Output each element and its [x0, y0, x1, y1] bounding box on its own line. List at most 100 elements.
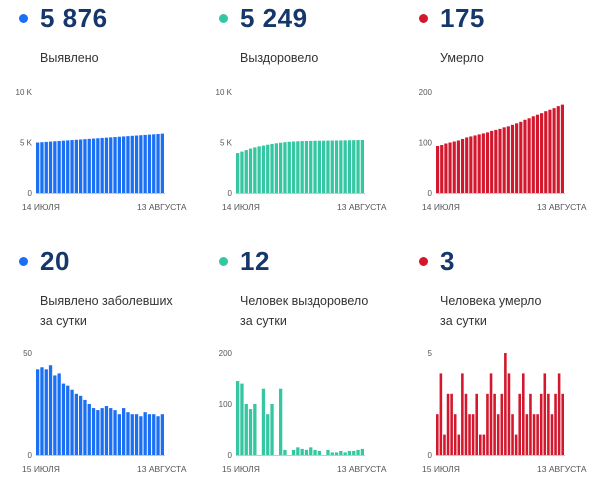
bar-chart: 0 5 K 10 K 14 ИЮЛЯ 13 АВГУСТА: [216, 88, 387, 212]
bar: [253, 404, 257, 455]
bar: [330, 452, 334, 455]
bar: [356, 140, 360, 193]
bar: [113, 410, 117, 455]
x-tick-label-start: 14 ИЮЛЯ: [22, 202, 60, 212]
bar: [453, 414, 457, 455]
bar: [557, 373, 561, 455]
bar: [515, 123, 519, 193]
bar: [352, 140, 356, 193]
bar: [309, 140, 313, 193]
y-tick-label: 5 K: [20, 139, 33, 148]
bar: [450, 393, 453, 455]
bar: [468, 414, 471, 455]
y-tick-label: 10 K: [216, 88, 233, 97]
bar: [527, 118, 531, 193]
bar: [343, 452, 347, 455]
bar-chart: 0 5 K 10 K 14 ИЮЛЯ 13 АВГУСТА: [16, 88, 187, 212]
bar: [87, 138, 91, 193]
bar: [100, 408, 104, 455]
bar: [479, 434, 482, 455]
x-tick-label-start: 15 ИЮЛЯ: [222, 464, 260, 474]
bar: [74, 393, 78, 455]
bar: [274, 143, 278, 193]
bar: [504, 353, 507, 455]
bar: [283, 142, 287, 193]
bar: [343, 140, 347, 193]
x-tick-label-start: 15 ИЮЛЯ: [422, 464, 460, 474]
bar: [443, 434, 446, 455]
bar: [461, 373, 464, 455]
bar: [522, 373, 525, 455]
bar: [506, 126, 510, 193]
bar: [334, 452, 339, 455]
bar: [452, 141, 456, 193]
bar-chart: 0 100 200 15 ИЮЛЯ 13 АВГУСТА: [219, 349, 387, 474]
bar: [96, 410, 100, 455]
bar: [317, 450, 321, 455]
bar: [53, 141, 57, 193]
bar: [313, 449, 317, 455]
bar: [471, 414, 475, 455]
bar: [547, 393, 550, 455]
bar: [91, 138, 96, 193]
bar: [482, 434, 486, 455]
bar: [554, 393, 557, 455]
bar: [66, 140, 70, 193]
bar: [287, 141, 291, 193]
y-tick-label: 0: [228, 189, 233, 198]
x-tick-label-end: 13 АВГУСТА: [137, 464, 187, 474]
bar: [240, 383, 244, 455]
bar: [66, 385, 70, 455]
bar: [561, 393, 564, 455]
bar: [134, 135, 139, 193]
bar: [291, 449, 296, 455]
y-tick-label: 5 K: [220, 139, 233, 148]
y-tick-label: 50: [23, 349, 32, 358]
y-tick-label: 0: [228, 451, 233, 460]
x-tick-label-end: 13 АВГУСТА: [137, 202, 187, 212]
bar: [270, 404, 274, 455]
bar: [44, 141, 48, 193]
bar: [456, 140, 460, 193]
bar: [300, 448, 304, 455]
bar: [91, 408, 96, 455]
bar-chart: 0 5 15 ИЮЛЯ 13 АВГУСТА: [422, 349, 587, 474]
bar: [70, 389, 74, 455]
bar: [352, 450, 356, 455]
bar: [248, 409, 253, 455]
bar: [104, 137, 109, 193]
x-tick-label-end: 13 АВГУСТА: [537, 464, 587, 474]
bar: [334, 140, 339, 193]
daily-deaths-value: 3: [440, 246, 455, 276]
bar: [536, 414, 539, 455]
bar: [493, 393, 496, 455]
bar: [261, 388, 266, 455]
daily-recovered-caption: Человек выздоровело за сутки: [240, 294, 369, 328]
bar: [40, 367, 44, 455]
bar: [477, 134, 481, 193]
panel-total-deaths: 0 100 200 14 ИЮЛЯ 13 АВГУСТА 175 Умерло: [400, 0, 600, 242]
daily-recovered-value: 12: [240, 246, 270, 276]
y-tick-label: 0: [28, 189, 33, 198]
bar: [529, 393, 532, 455]
blue-dot-icon: [19, 14, 28, 23]
bar: [122, 408, 126, 455]
bar: [130, 414, 134, 455]
y-tick-label: 0: [428, 189, 433, 198]
bar: [460, 138, 465, 193]
bar: [436, 146, 440, 193]
total-recovered-caption: Выздоровело: [240, 51, 319, 65]
y-tick-label: 10 K: [16, 88, 33, 97]
x-tick-label-end: 13 АВГУСТА: [537, 202, 587, 212]
bar: [40, 142, 44, 193]
bar: [156, 134, 160, 193]
red-dot-icon: [419, 14, 428, 23]
bar: [496, 414, 500, 455]
bar: [532, 414, 536, 455]
bar: [347, 450, 352, 455]
bar: [79, 139, 83, 193]
bar: [440, 145, 444, 193]
bar: [543, 373, 547, 455]
y-tick-label: 100: [219, 400, 233, 409]
bar: [317, 140, 321, 193]
